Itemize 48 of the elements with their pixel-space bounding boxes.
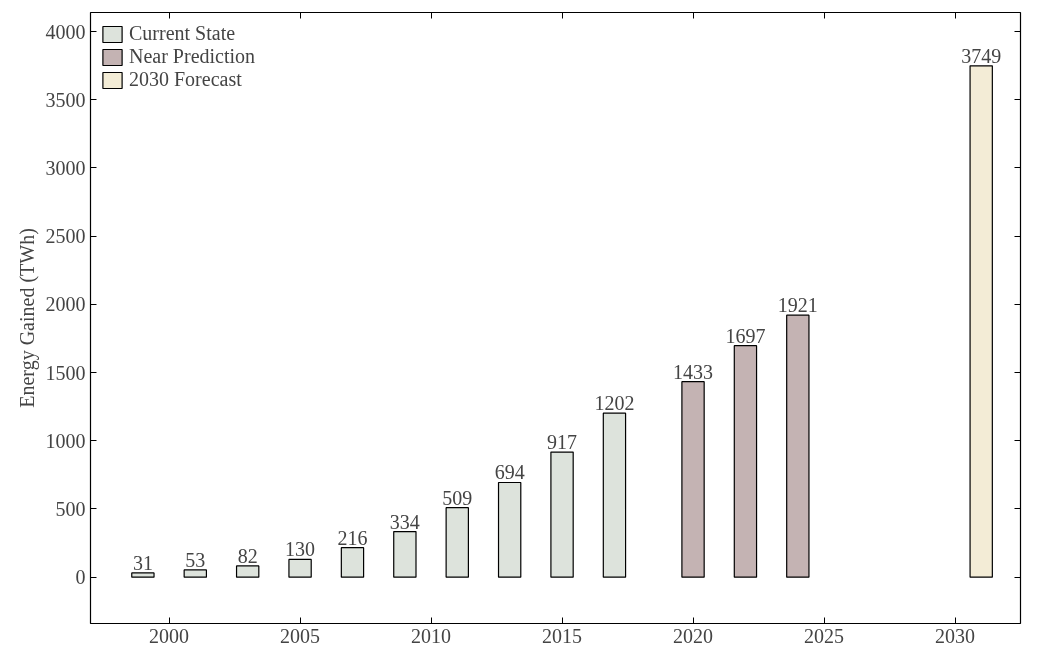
x-tick-label: 2020	[673, 624, 714, 647]
data-label: 694	[494, 461, 525, 484]
y-tick-label: 4000	[45, 20, 86, 43]
data-label: 31	[132, 551, 153, 574]
bar	[235, 565, 260, 578]
data-label: 53	[185, 548, 206, 571]
data-label: 130	[285, 538, 316, 561]
y-tick-label: 3000	[45, 156, 86, 179]
x-tick-label: 2015	[542, 624, 583, 647]
x-tick-label: 2005	[280, 624, 321, 647]
data-label: 1202	[594, 392, 635, 415]
y-tick-label: 2000	[45, 293, 86, 316]
legend-label: Near Prediction	[129, 45, 256, 68]
data-label: 1697	[725, 324, 766, 347]
y-tick-label: 1500	[45, 361, 86, 384]
legend-label: 2030 Forecast	[129, 68, 242, 91]
bar	[969, 65, 993, 578]
bar	[393, 530, 417, 578]
data-label: 334	[389, 510, 420, 533]
data-label: 917	[547, 431, 578, 454]
x-tick-label: 2025	[804, 624, 845, 647]
y-tick-label: 2500	[45, 225, 86, 248]
bar	[681, 381, 705, 578]
data-label: 1433	[673, 360, 714, 383]
bar	[131, 572, 155, 578]
legend-label: Current State	[129, 22, 236, 45]
bar	[340, 547, 365, 578]
data-label: 509	[442, 486, 473, 509]
y-tick-label: 500	[55, 497, 86, 520]
bar	[497, 481, 522, 578]
data-label: 216	[337, 526, 368, 549]
y-tick-label: 3500	[45, 88, 86, 111]
x-tick-label: 2000	[149, 624, 190, 647]
y-tick-label: 0	[75, 566, 86, 589]
y-axis-title: Energy Gained (TWh)	[15, 228, 39, 408]
bar	[183, 569, 208, 578]
data-label: 1921	[777, 294, 818, 317]
x-tick-label: 2010	[411, 624, 452, 647]
y-tick-label: 1000	[45, 429, 86, 452]
bar	[550, 451, 574, 578]
bar	[602, 412, 627, 578]
data-label: 82	[237, 544, 258, 567]
bar	[733, 345, 758, 578]
bar	[786, 314, 810, 578]
bar	[288, 558, 312, 578]
data-label: 3749	[961, 44, 1002, 67]
bar	[445, 507, 469, 578]
x-tick-label: 2030	[935, 624, 976, 647]
